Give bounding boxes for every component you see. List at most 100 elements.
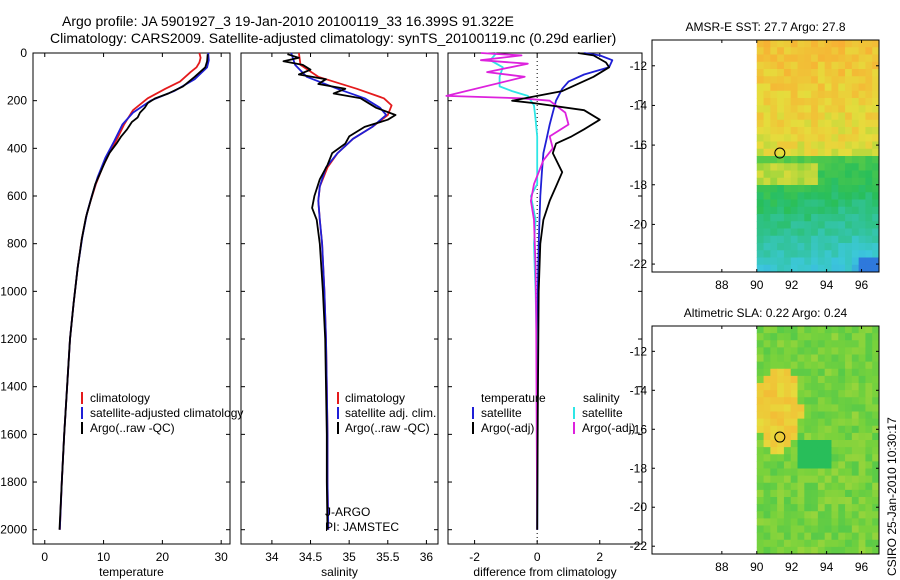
map-cell xyxy=(831,425,839,434)
map-cell xyxy=(790,497,799,505)
map-cell xyxy=(797,404,805,413)
map-cell xyxy=(804,383,812,391)
map-cell xyxy=(790,90,799,99)
map-cell xyxy=(872,199,880,208)
map-cell xyxy=(783,404,792,413)
map-cell xyxy=(824,192,832,200)
map-cell xyxy=(783,468,792,477)
map-cell xyxy=(838,105,846,113)
map-cell xyxy=(824,532,832,541)
map-cell xyxy=(797,134,805,142)
map-cell xyxy=(831,432,839,441)
map-cell xyxy=(790,235,799,244)
map-y-label: -12 xyxy=(630,344,648,358)
map-cell xyxy=(831,375,839,384)
map-cell xyxy=(763,206,771,215)
temperature-xlabel: temperature xyxy=(99,565,164,579)
map-cell xyxy=(770,404,778,413)
map-cell xyxy=(756,192,765,200)
x-tick-label: 10 xyxy=(97,550,111,564)
map-cell xyxy=(756,264,765,273)
map-cell xyxy=(838,340,846,348)
map-cell xyxy=(763,368,771,377)
map-cell xyxy=(845,354,853,363)
map-cell xyxy=(783,105,792,113)
map-cell xyxy=(811,432,819,441)
map-cell xyxy=(817,447,826,455)
map-cell xyxy=(804,47,812,55)
map-cell xyxy=(770,127,778,135)
map-cell xyxy=(783,112,792,121)
map-cell xyxy=(851,264,860,273)
map-cell xyxy=(817,90,826,99)
map-cell xyxy=(804,250,812,258)
map-cell xyxy=(824,326,832,334)
map-cell xyxy=(763,40,771,48)
map-cell xyxy=(783,383,792,391)
map-cell xyxy=(865,454,873,462)
map-cell xyxy=(797,361,805,370)
map-cell xyxy=(804,518,812,527)
map-cell xyxy=(845,454,853,462)
map-cell xyxy=(838,112,846,121)
map-cell xyxy=(790,170,799,179)
map-cell xyxy=(790,432,799,441)
map-cell xyxy=(858,504,866,512)
map-cell xyxy=(797,243,805,251)
map-cell xyxy=(851,454,860,462)
map-cell xyxy=(831,192,839,200)
map-cell xyxy=(872,156,880,164)
map-cell xyxy=(763,112,771,121)
map-cell xyxy=(770,504,778,512)
map-cell xyxy=(797,368,805,377)
map-cell xyxy=(838,54,846,63)
map-cell xyxy=(838,411,846,420)
map-cell xyxy=(858,257,866,266)
map-cell xyxy=(763,454,771,462)
map-cell xyxy=(865,333,873,341)
map-cell xyxy=(831,221,839,229)
map-cell xyxy=(817,368,826,377)
map-cell xyxy=(865,185,873,193)
map-cell xyxy=(858,221,866,229)
map-cell xyxy=(851,375,860,384)
legend-header-salinity: salinity xyxy=(583,391,620,405)
map-cell xyxy=(824,177,832,186)
map-cell xyxy=(838,206,846,215)
map-cell xyxy=(783,134,792,142)
series-difference-salinity-argo-adj xyxy=(445,52,570,530)
map-cell xyxy=(858,432,866,441)
map-cell xyxy=(811,83,819,92)
map-cell xyxy=(770,112,778,121)
map-cell xyxy=(797,185,805,193)
map-cell xyxy=(777,185,785,193)
map-cell xyxy=(824,525,832,534)
map-cell xyxy=(845,177,853,186)
map-cell xyxy=(858,105,866,113)
x-tick-label: 0 xyxy=(534,550,541,564)
map-x-label: 96 xyxy=(855,560,869,574)
map-cell xyxy=(797,518,805,527)
map-cell xyxy=(831,368,839,377)
map-cell xyxy=(858,539,866,548)
map-cell xyxy=(845,69,853,77)
map-cell xyxy=(797,170,805,179)
map-cell xyxy=(845,482,853,491)
map-cell xyxy=(838,235,846,244)
map-cell xyxy=(824,340,832,348)
map-cell xyxy=(838,250,846,258)
map-cell xyxy=(783,539,792,548)
map-cell xyxy=(756,228,765,237)
map-cell xyxy=(811,127,819,135)
map-cell xyxy=(831,61,839,70)
map-cell xyxy=(872,375,880,384)
map-cell xyxy=(865,326,873,334)
map-cell xyxy=(790,127,799,135)
map-cell xyxy=(872,418,880,427)
map-cell xyxy=(824,468,832,477)
map-cell xyxy=(858,411,866,420)
salinity-panel: 34 34.5 35 35.5 36 salinity xyxy=(240,52,439,579)
pi-note: PI: JAMSTEC xyxy=(325,520,399,534)
map-cell xyxy=(777,105,785,113)
map-cell xyxy=(777,250,785,258)
